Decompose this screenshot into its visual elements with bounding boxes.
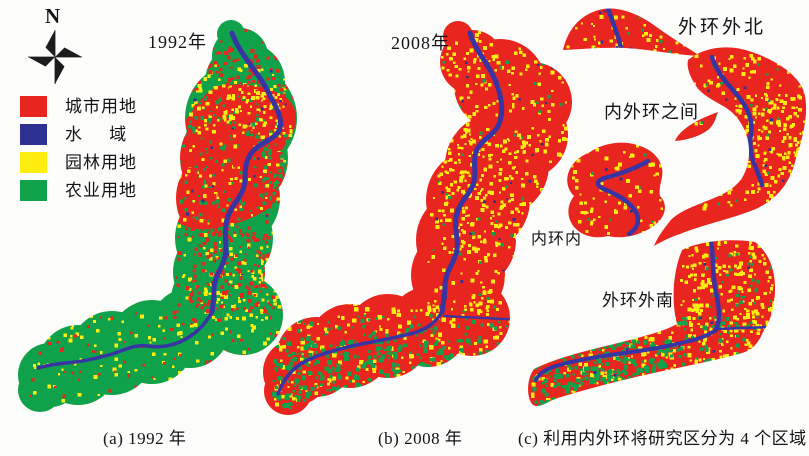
legend-label-agriculture: 农业用地 xyxy=(65,180,137,200)
legend-swatch-garden xyxy=(20,151,47,173)
map-title-2008: 2008年 xyxy=(391,33,450,53)
map-title-1992: 1992年 xyxy=(148,32,207,52)
legend-swatch-water xyxy=(20,123,47,145)
map-region-CI xyxy=(560,136,670,244)
region-label-inner-ring: 内环内 xyxy=(531,231,583,248)
region-label-outer-ring-south: 外环外南 xyxy=(602,291,674,310)
legend-label-water: 水 域 xyxy=(65,124,128,144)
compass-label: N xyxy=(45,4,61,28)
caption-panel-b: (b) 2008 年 xyxy=(378,429,463,448)
legend-swatch-agriculture xyxy=(20,179,47,201)
region-label-between-rings: 内外环之间 xyxy=(604,102,699,122)
map-region-CE xyxy=(650,42,809,250)
legend-item-garden: 园林用地 xyxy=(20,151,137,173)
legend-label-garden: 园林用地 xyxy=(65,152,137,172)
legend-item-agriculture: 农业用地 xyxy=(20,179,137,201)
legend-item-water: 水 域 xyxy=(20,123,137,145)
caption-panel-c: (c) 利用内外环将研究区分为 4 个区域 xyxy=(518,429,807,448)
compass-north-arrow-icon xyxy=(28,30,82,84)
map-region-CN xyxy=(556,4,706,60)
legend-label-urban: 城市用地 xyxy=(65,96,137,116)
caption-panel-a: (a) 1992 年 xyxy=(103,429,187,448)
legend: 城市用地 水 域 园林用地 农业用地 xyxy=(20,95,137,207)
region-label-outer-ring-north: 外环外北 xyxy=(678,17,767,38)
legend-item-urban: 城市用地 xyxy=(20,95,137,117)
legend-swatch-urban xyxy=(20,95,47,117)
map-region-CS xyxy=(522,234,782,410)
